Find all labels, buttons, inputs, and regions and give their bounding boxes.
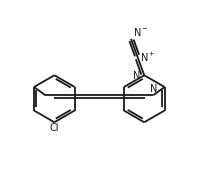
Text: N$^+$: N$^+$ [140,51,155,63]
Text: N: N [150,84,157,94]
Text: Cl: Cl [49,123,59,133]
Text: N: N [133,71,141,81]
Text: N$^-$: N$^-$ [133,26,149,38]
